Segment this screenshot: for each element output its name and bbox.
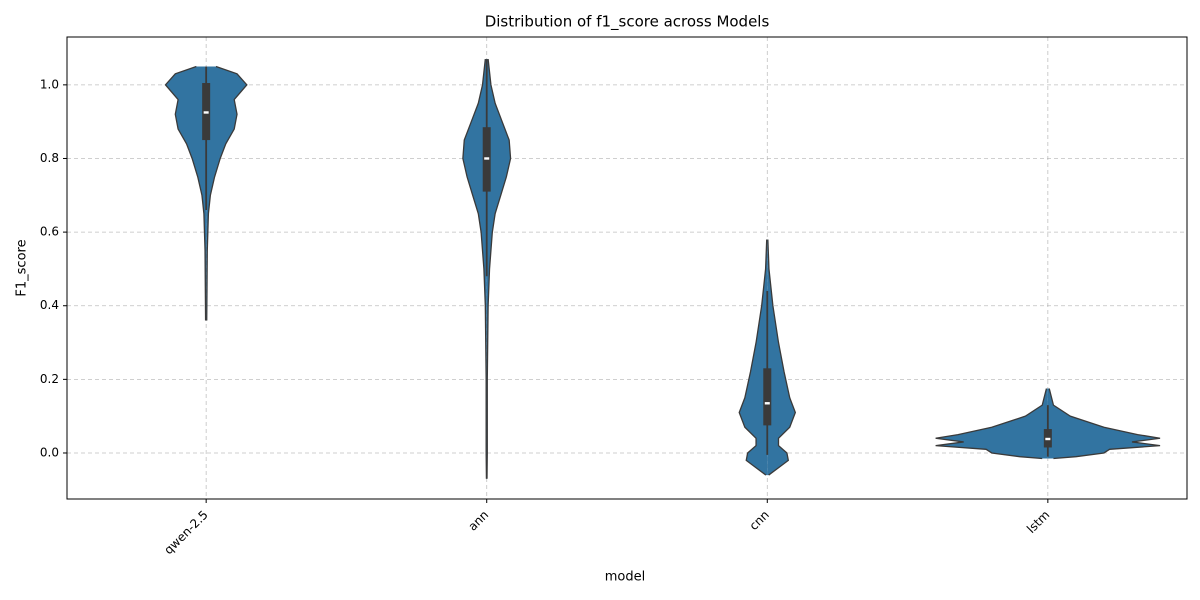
y-tick-label: 0.4 (40, 298, 59, 312)
violin-outline (164, 65, 207, 321)
chart-title: Distribution of f1_score across Models (485, 13, 770, 32)
violin-half (462, 59, 487, 479)
median (203, 111, 209, 114)
x-tick-label: ann (465, 508, 491, 534)
box (763, 368, 772, 426)
violin-outline (1048, 388, 1161, 460)
x-tick-label: cnn (747, 508, 772, 533)
median (764, 402, 770, 405)
violin-outline (767, 239, 797, 476)
violin-outline (486, 59, 512, 479)
y-tick-label: 0.8 (40, 151, 59, 165)
y-tick-label: 0.2 (40, 372, 59, 386)
y-axis-label: F1_score (15, 239, 30, 296)
median (484, 157, 490, 160)
y-tick-label: 0.0 (40, 445, 59, 459)
violin-half (935, 388, 1048, 459)
violin-half (165, 66, 207, 321)
violin-half (486, 59, 511, 479)
violin-outline (935, 388, 1048, 460)
median (1045, 437, 1051, 441)
violin-half (1047, 388, 1161, 459)
y-tick-label: 0.6 (40, 225, 59, 239)
violin-outline (462, 59, 488, 479)
x-tick-label: lstm (1024, 508, 1052, 536)
x-axis-label: model (605, 570, 645, 585)
plot-area (164, 59, 1161, 479)
violin-outline (206, 65, 248, 321)
axes-frame (66, 36, 1188, 500)
violin-half (206, 66, 247, 321)
violin-half (739, 239, 768, 476)
violin-outline (738, 239, 768, 476)
x-tick-label: qwen-2.5 (161, 508, 210, 557)
y-tick-label: 1.0 (40, 77, 59, 91)
violin-half (767, 239, 796, 476)
